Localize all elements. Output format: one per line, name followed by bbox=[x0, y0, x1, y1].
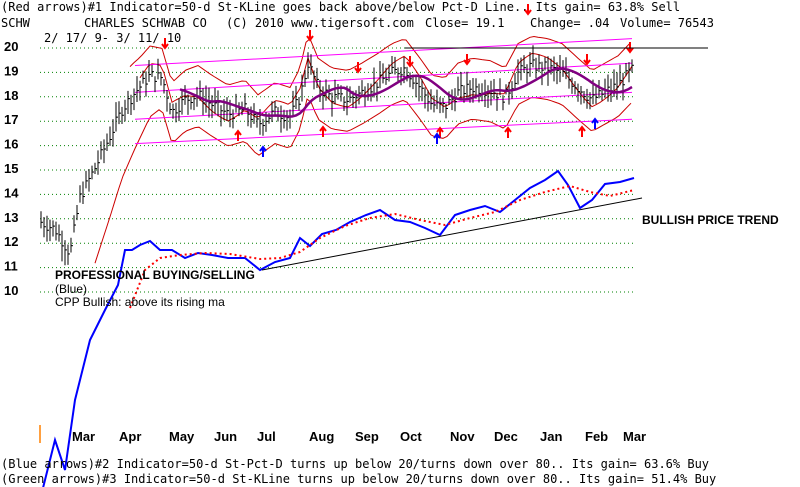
sell-arrow-head bbox=[524, 9, 532, 16]
x-tick-label: Jan bbox=[540, 429, 562, 444]
x-tick-label: Dec bbox=[494, 429, 518, 444]
y-tick-label: 16 bbox=[4, 137, 18, 152]
pro-annotation-cpp: CPP Bullish: above its rising ma bbox=[55, 295, 225, 309]
moving-average-group bbox=[179, 67, 633, 118]
x-tick-label: Aug bbox=[309, 429, 334, 444]
footer-blue: (Blue arrows)#2 Indicator=50-d St-Pct-D … bbox=[1, 457, 709, 471]
x-tick-label: Nov bbox=[450, 429, 475, 444]
red-up-arrow-head bbox=[234, 129, 242, 136]
lower-band bbox=[94, 97, 632, 264]
sell-arrow-head bbox=[306, 35, 314, 42]
y-tick-label: 18 bbox=[4, 88, 18, 103]
y-tick-label: 17 bbox=[4, 112, 18, 127]
header-line1: (Red arrows)#1 Indicator=50-d St-KLine g… bbox=[1, 0, 680, 14]
arrows-group bbox=[161, 4, 634, 157]
y-tick-label: 11 bbox=[4, 259, 18, 274]
moving-average bbox=[179, 67, 633, 118]
header-date-range: 2/ 17/ 9- 3/ 11/ 10 bbox=[44, 31, 181, 45]
header-close: Close= 19.1 bbox=[425, 16, 504, 30]
red-up-arrow-head bbox=[578, 125, 586, 132]
header-change: Change= .04 bbox=[530, 16, 609, 30]
y-tick-label: 10 bbox=[4, 283, 18, 298]
x-tick-label: Oct bbox=[400, 429, 422, 444]
pro-annotation-title: PROFESSIONAL BUYING/SELLING bbox=[55, 268, 255, 282]
cpp-series bbox=[42, 169, 635, 487]
y-tick-label: 13 bbox=[4, 210, 18, 225]
sell-arrow-head bbox=[463, 59, 471, 66]
channel-line bbox=[134, 38, 633, 67]
x-tick-label: Apr bbox=[119, 429, 141, 444]
buy-arrow-head bbox=[591, 117, 599, 124]
y-tick-label: 15 bbox=[4, 161, 18, 176]
cpp-trendline bbox=[261, 197, 643, 271]
channel-line bbox=[134, 91, 633, 120]
x-tick-label: Mar bbox=[72, 429, 95, 444]
footer-green: (Green arrows)#3 Indicator=50-d St-KLine… bbox=[1, 472, 716, 486]
x-axis: Mar Apr May Jun Jul Aug Sep Oct Nov Dec Jan Feb Mar bbox=[72, 429, 646, 444]
buy-arrow-head bbox=[433, 132, 441, 139]
x-tick-label: May bbox=[169, 429, 195, 444]
y-axis: 10 11 12 13 14 15 16 17 18 19 20 bbox=[4, 39, 19, 298]
channel-line bbox=[134, 118, 633, 145]
sell-arrow-head bbox=[406, 61, 414, 68]
price-bars-group bbox=[40, 45, 634, 266]
buy-arrow-head bbox=[259, 145, 267, 152]
y-tick-label: 19 bbox=[4, 63, 18, 78]
envelope bbox=[139, 52, 633, 122]
sell-arrow-head bbox=[161, 43, 169, 50]
x-tick-label: Jul bbox=[257, 429, 276, 444]
red-up-arrow-head bbox=[436, 126, 444, 133]
x-tick-label: Feb bbox=[585, 429, 608, 444]
sell-arrow-head bbox=[354, 67, 362, 74]
sell-arrow-head bbox=[583, 59, 591, 66]
sell-arrow-head bbox=[626, 47, 634, 54]
header-volume: Volume= 76543 bbox=[620, 16, 714, 30]
red-up-arrow-head bbox=[319, 125, 327, 132]
cpp-moving-average bbox=[129, 184, 635, 309]
header-symbol: SCHW bbox=[1, 16, 31, 30]
red-up-arrow-head bbox=[504, 126, 512, 133]
y-tick-label: 14 bbox=[4, 185, 19, 200]
trend-annotation: BULLISH PRICE TREND bbox=[642, 213, 779, 227]
y-tick-label: 12 bbox=[4, 234, 18, 249]
y-tick-label: 20 bbox=[4, 39, 18, 54]
header-company: CHARLES SCHWAB CO bbox=[84, 16, 207, 30]
pro-annotation-blue: (Blue) bbox=[55, 282, 87, 296]
x-tick-label: Sep bbox=[355, 429, 379, 444]
header-copyright: (C) 2010 www.tigersoft.com bbox=[226, 16, 414, 30]
x-tick-label: Mar bbox=[623, 429, 646, 444]
x-tick-label: Jun bbox=[214, 429, 237, 444]
